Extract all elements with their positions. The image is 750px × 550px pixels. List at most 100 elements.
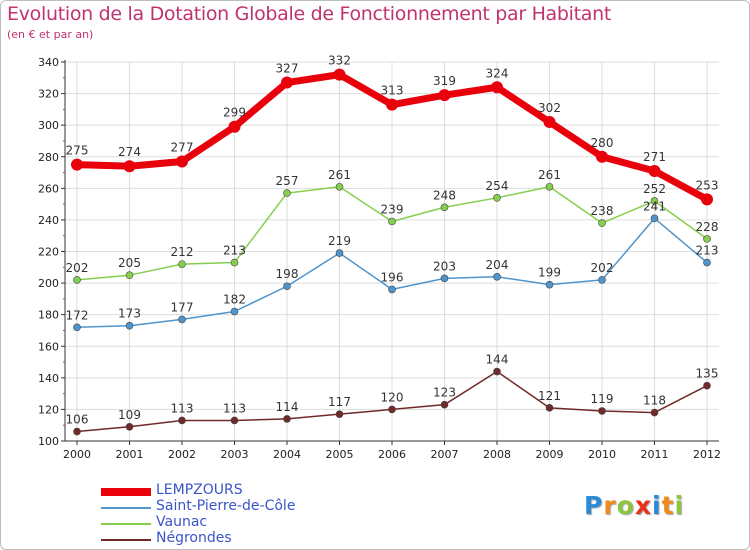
data-label: 271 bbox=[643, 150, 666, 164]
data-label: 182 bbox=[223, 293, 246, 307]
y-tick-label: 160 bbox=[38, 340, 59, 353]
data-point bbox=[178, 315, 186, 324]
y-tick-label: 240 bbox=[38, 214, 59, 227]
data-point bbox=[176, 155, 188, 168]
chart-title: Evolution de la Dotation Globale de Fonc… bbox=[7, 3, 612, 25]
x-tick-label: 2003 bbox=[221, 448, 249, 461]
data-label: 109 bbox=[118, 408, 141, 422]
data-label: 113 bbox=[171, 401, 194, 415]
data-point bbox=[73, 276, 81, 284]
chart-legend: LEMPZOURS Saint-Pierre-de-Côle Vaunac Négro… bbox=[101, 482, 361, 548]
data-point bbox=[543, 116, 556, 129]
data-point bbox=[388, 405, 396, 414]
data-label: 248 bbox=[433, 188, 456, 202]
x-tick-label: 2000 bbox=[63, 448, 91, 461]
x-tick-label: 2006 bbox=[378, 448, 406, 461]
data-point bbox=[125, 422, 134, 431]
data-point bbox=[283, 415, 291, 423]
data-label: 177 bbox=[171, 300, 194, 314]
data-point bbox=[440, 203, 449, 212]
data-point bbox=[650, 408, 659, 417]
data-label: 332 bbox=[328, 54, 351, 68]
legend-label: Négrondes bbox=[156, 530, 232, 546]
data-point bbox=[281, 76, 293, 89]
y-tick-label: 280 bbox=[38, 151, 59, 164]
data-label: 202 bbox=[591, 261, 614, 275]
data-point bbox=[648, 164, 661, 177]
data-label: 277 bbox=[171, 140, 194, 154]
x-tick-label: 2011 bbox=[641, 448, 669, 461]
data-label: 203 bbox=[433, 259, 456, 273]
data-point bbox=[703, 258, 711, 267]
legend-swatch bbox=[101, 488, 151, 496]
data-label: 173 bbox=[118, 307, 141, 321]
x-tick-label: 2007 bbox=[431, 448, 459, 461]
x-tick-label: 2010 bbox=[588, 448, 616, 461]
y-tick-label: 100 bbox=[38, 435, 59, 448]
data-label: 172 bbox=[66, 308, 89, 322]
y-tick-label: 340 bbox=[38, 56, 59, 69]
data-label: 106 bbox=[66, 413, 89, 427]
y-tick-label: 120 bbox=[38, 403, 59, 416]
legend-swatch bbox=[101, 523, 151, 525]
data-point bbox=[73, 323, 81, 332]
data-label: 275 bbox=[66, 144, 89, 158]
legend-item: Saint-Pierre-de-Côle bbox=[101, 498, 361, 516]
y-tick-label: 320 bbox=[38, 88, 59, 101]
data-point bbox=[598, 276, 606, 284]
data-point bbox=[703, 235, 711, 243]
data-point bbox=[545, 404, 554, 412]
x-tick-label: 2005 bbox=[326, 448, 354, 461]
data-point bbox=[598, 407, 606, 415]
data-label: 257 bbox=[276, 174, 299, 188]
y-tick-label: 220 bbox=[38, 246, 59, 259]
y-tick-label: 140 bbox=[38, 372, 59, 385]
data-label: 204 bbox=[486, 258, 509, 272]
data-label: 327 bbox=[276, 62, 299, 76]
data-label: 213 bbox=[223, 244, 246, 258]
data-point bbox=[73, 427, 81, 436]
data-point bbox=[388, 217, 396, 226]
legend-item: LEMPZOURS bbox=[101, 482, 361, 500]
data-label: 121 bbox=[538, 389, 561, 403]
data-label: 212 bbox=[171, 245, 194, 259]
data-label: 319 bbox=[433, 74, 456, 88]
data-label: 313 bbox=[381, 84, 404, 98]
data-point bbox=[493, 272, 501, 281]
data-label: 119 bbox=[591, 392, 614, 406]
data-label: 299 bbox=[223, 106, 246, 120]
data-point bbox=[440, 274, 449, 283]
data-point bbox=[125, 271, 134, 279]
data-point bbox=[493, 194, 501, 202]
legend-item: Négrondes bbox=[101, 530, 361, 548]
data-point bbox=[650, 197, 659, 205]
data-label: 241 bbox=[643, 199, 666, 213]
data-label: 196 bbox=[381, 270, 404, 284]
data-label: 252 bbox=[643, 182, 666, 196]
data-label: 219 bbox=[328, 234, 351, 248]
data-label: 114 bbox=[276, 400, 299, 414]
data-point bbox=[123, 160, 136, 173]
x-tick-label: 2008 bbox=[483, 448, 511, 461]
data-label: 280 bbox=[591, 136, 614, 150]
y-tick-label: 260 bbox=[38, 182, 59, 195]
data-point bbox=[703, 381, 711, 390]
data-label: 117 bbox=[328, 395, 351, 409]
x-tick-label: 2009 bbox=[536, 448, 564, 461]
data-point bbox=[125, 321, 134, 330]
legend-label: LEMPZOURS bbox=[156, 482, 243, 498]
data-point bbox=[230, 258, 239, 267]
data-label: 239 bbox=[381, 202, 404, 216]
y-tick-label: 200 bbox=[38, 277, 59, 290]
data-point bbox=[230, 416, 239, 425]
data-point bbox=[440, 400, 449, 409]
data-label: 205 bbox=[118, 256, 141, 270]
data-point bbox=[545, 280, 554, 289]
data-label: 135 bbox=[696, 367, 719, 381]
data-label: 261 bbox=[328, 168, 351, 182]
legend-swatch bbox=[101, 507, 151, 509]
data-point bbox=[493, 367, 501, 376]
x-tick-label: 2002 bbox=[168, 448, 196, 461]
